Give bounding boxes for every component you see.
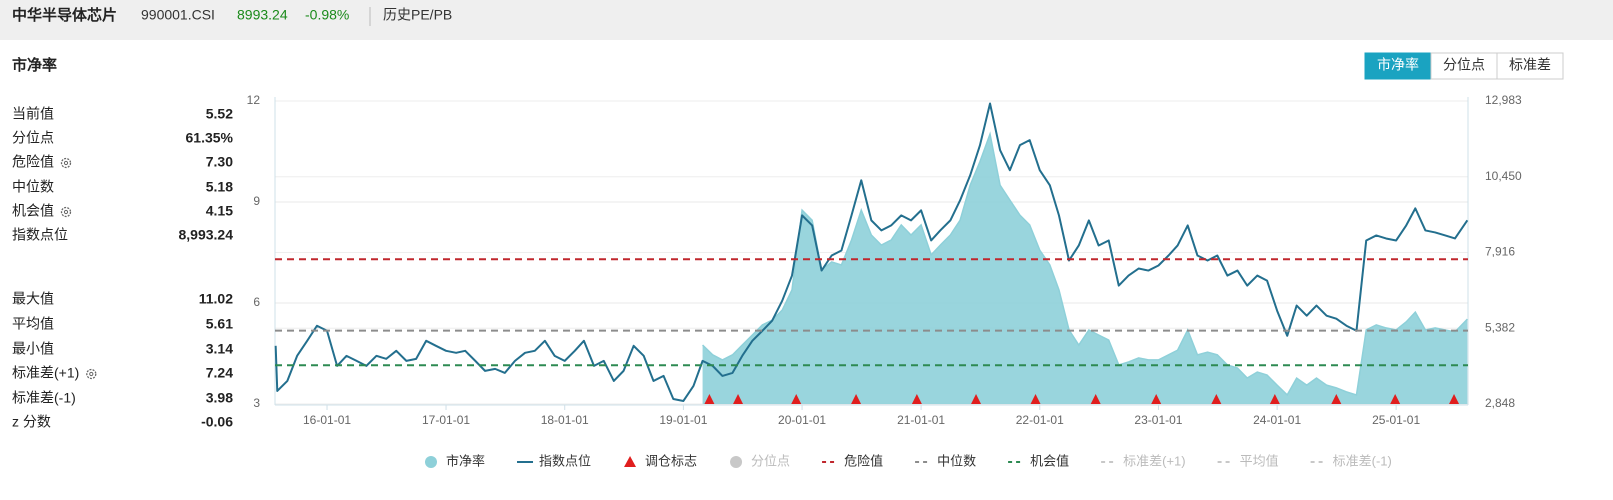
rebalance-marker — [911, 394, 922, 404]
tab-label[interactable]: 标准差 — [1509, 57, 1551, 73]
gear-icon[interactable] — [60, 157, 72, 169]
rebalance-marker — [1390, 394, 1401, 404]
rebalance-marker — [971, 394, 982, 404]
stat-value: 7.24 — [206, 365, 233, 381]
legend-label[interactable]: 平均值 — [1240, 453, 1279, 468]
y2-tick-label: 10,450 — [1485, 169, 1522, 183]
stat-label: 中位数 — [12, 179, 54, 195]
rebalance-marker — [733, 394, 744, 404]
gear-hole — [63, 160, 69, 166]
stat-label: 分位点 — [12, 130, 54, 146]
y2-tick-label: 12,983 — [1485, 93, 1522, 107]
gear-hole — [89, 371, 94, 377]
tab[interactable] — [1496, 52, 1564, 80]
stat-value: 11.02 — [199, 291, 233, 307]
stat-value: 61.35% — [186, 130, 234, 146]
legend-label[interactable]: 中位数 — [937, 453, 976, 468]
legend-label[interactable]: 市净率 — [446, 453, 485, 468]
index-name: 中华半导体芯片 — [12, 6, 117, 24]
tab-label[interactable]: 分位点 — [1443, 57, 1485, 73]
stat-label: z 分数 — [12, 414, 51, 430]
stat-label: 平均值 — [12, 316, 54, 332]
rebalance-marker — [851, 394, 862, 404]
stat-value: -0.06 — [201, 414, 233, 430]
stat-value: 3.98 — [206, 390, 233, 406]
section-title: 市净率 — [12, 56, 57, 74]
legend-label[interactable]: 危险值 — [844, 453, 883, 468]
legend-label[interactable]: 标准差(-1) — [1333, 453, 1392, 468]
y2-tick-label: 7,916 — [1485, 245, 1515, 259]
y2-tick-label: 2,848 — [1485, 396, 1515, 410]
y-tick-label: 3 — [253, 396, 260, 410]
rebalance-marker — [1449, 394, 1460, 404]
stat-label: 标准差(-1) — [12, 390, 76, 406]
rebalance-marker — [1090, 394, 1101, 404]
rebalance-marker — [1331, 394, 1342, 404]
legend-symbol[interactable] — [624, 456, 637, 467]
y2-tick-label: 5,382 — [1485, 320, 1515, 334]
x-tick-label: 24-01-01 — [1253, 413, 1301, 427]
gear-icon[interactable] — [86, 368, 97, 380]
x-tick-label: 25-01-01 — [1372, 413, 1420, 427]
legend-label[interactable]: 分位点 — [751, 453, 790, 468]
y-tick-label: 12 — [247, 93, 261, 107]
legend-label[interactable]: 调仓标志 — [645, 453, 697, 468]
rebalance-marker — [791, 394, 802, 404]
stat-value: 4.15 — [206, 203, 233, 219]
legend-symbol[interactable] — [425, 456, 437, 468]
stat-label: 标准差(+1) — [12, 365, 79, 381]
change: -0.98% — [305, 7, 349, 23]
area-edge — [702, 131, 1468, 397]
x-tick-label: 19-01-01 — [659, 413, 707, 427]
x-tick-label: 17-01-01 — [422, 413, 470, 427]
rebalance-marker — [1269, 394, 1280, 404]
tab-label[interactable]: 市净率 — [1377, 57, 1419, 73]
stat-label: 最小值 — [12, 341, 54, 357]
rebalance-marker — [704, 394, 715, 404]
stat-label: 指数点位 — [12, 227, 68, 243]
x-tick-label: 22-01-01 — [1016, 413, 1064, 427]
rebalance-marker — [1030, 394, 1041, 404]
legend-label[interactable]: 指数点位 — [539, 453, 591, 468]
stat-value: 5.61 — [206, 316, 233, 332]
area — [702, 133, 1468, 404]
x-tick-label: 18-01-01 — [541, 413, 589, 427]
legend-label[interactable]: 标准差(+1) — [1123, 453, 1185, 468]
legend-label[interactable]: 机会值 — [1030, 453, 1069, 468]
tab[interactable] — [1364, 52, 1432, 80]
stat-value: 5.18 — [206, 179, 233, 195]
stat-value: 3.14 — [206, 341, 233, 357]
x-tick-label: 23-01-01 — [1134, 413, 1182, 427]
gear-hole — [63, 209, 69, 215]
y-tick-label: 6 — [253, 295, 260, 309]
stat-value: 5.52 — [206, 106, 233, 122]
tab[interactable] — [1430, 52, 1498, 80]
stat-label: 危险值 — [12, 154, 54, 170]
legend-symbol[interactable] — [730, 456, 743, 468]
stat-label: 机会值 — [12, 203, 54, 219]
stat-value: 8,993.24 — [179, 227, 234, 243]
stat-label: 当前值 — [12, 106, 54, 122]
header-bar — [0, 0, 1613, 40]
x-tick-label: 20-01-01 — [778, 413, 826, 427]
price: 8993.24 — [237, 7, 288, 23]
y-tick-label: 9 — [253, 194, 260, 208]
x-tick-label: 16-01-01 — [303, 413, 351, 427]
rebalance-marker — [1211, 394, 1222, 404]
stat-value: 7.30 — [206, 154, 233, 170]
index-code: 990001.CSI — [141, 7, 215, 23]
line — [274, 102, 1469, 402]
history-link[interactable]: 历史PE/PB — [383, 7, 452, 23]
rebalance-marker — [1151, 394, 1162, 404]
gear-icon[interactable] — [60, 206, 72, 218]
stat-label: 最大值 — [12, 291, 54, 307]
x-tick-label: 21-01-01 — [897, 413, 945, 427]
